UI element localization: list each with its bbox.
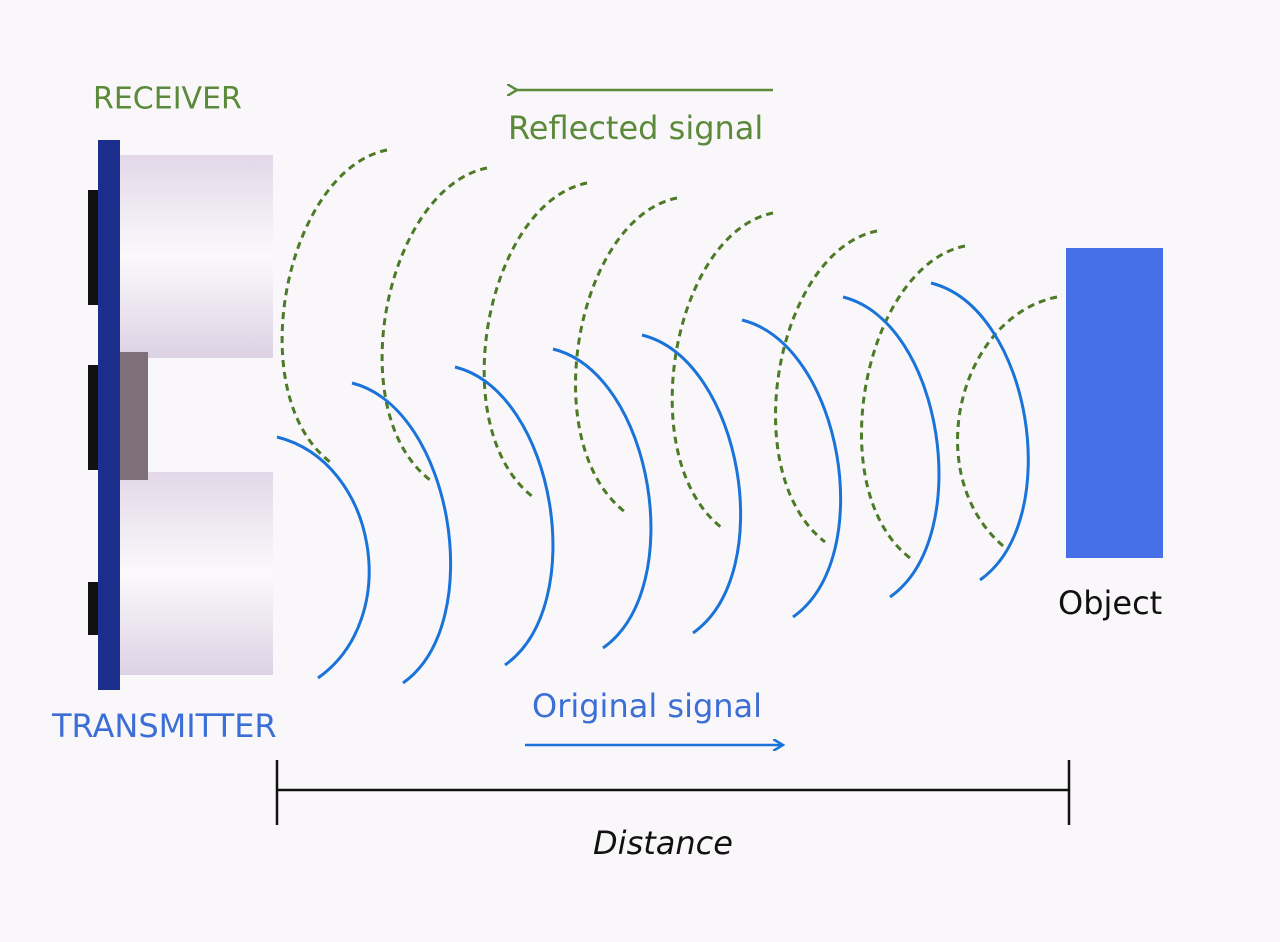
circuit-board <box>98 140 120 690</box>
pin <box>88 365 100 470</box>
original-signal-label: Original signal <box>532 687 762 725</box>
reflected-wave <box>280 148 388 464</box>
receiver-label: RECEIVER <box>93 82 242 117</box>
original-wave <box>930 281 1030 582</box>
pin <box>88 582 100 635</box>
original-wave <box>351 381 453 685</box>
reflected-wave <box>670 211 774 530</box>
waves <box>276 148 1058 685</box>
distance-label: Distance <box>593 824 733 862</box>
object-label: Object <box>1058 584 1162 622</box>
receiver-cylinder <box>120 155 273 358</box>
reflected-signal-label: Reflected signal <box>508 109 763 147</box>
reflected-wave <box>860 244 966 560</box>
object-block <box>1066 248 1163 558</box>
reflected-wave <box>380 166 488 482</box>
reflected-wave <box>482 181 588 499</box>
pin <box>88 190 100 305</box>
original-wave <box>842 295 941 599</box>
original-wave <box>552 347 653 650</box>
reflected-wave <box>574 196 678 514</box>
reflected-wave <box>956 295 1058 552</box>
original-wave <box>276 435 371 680</box>
original-wave <box>454 365 555 667</box>
transmitter-label: TRANSMITTER <box>51 707 277 745</box>
crystal <box>120 352 148 480</box>
transmitter-cylinder <box>120 472 273 675</box>
reflected-wave <box>774 229 878 544</box>
original-wave <box>641 333 743 635</box>
original-wave <box>741 318 843 619</box>
